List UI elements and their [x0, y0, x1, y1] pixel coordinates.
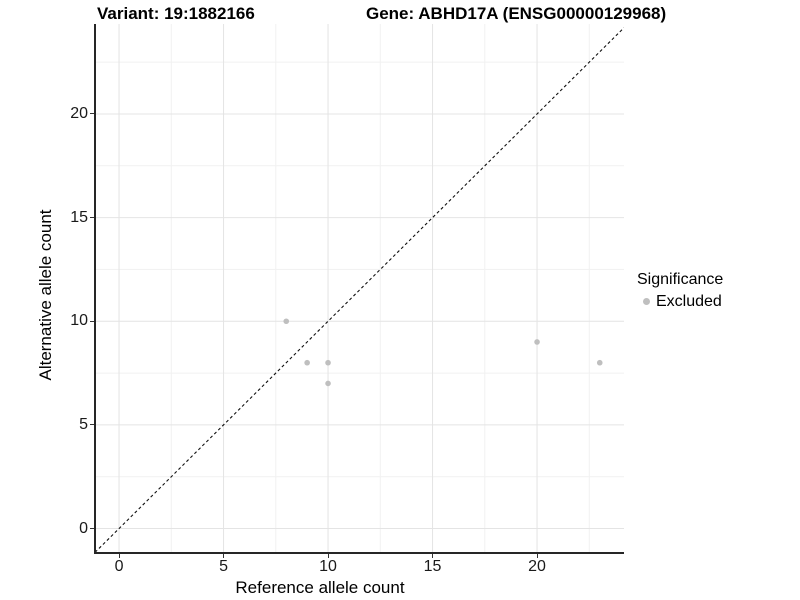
gene-title: Gene: ABHD17A (ENSG00000129968)	[366, 4, 667, 23]
excluded-point-icon	[643, 298, 650, 305]
x-tick-mark	[432, 554, 434, 558]
y-tick-mark	[90, 424, 94, 426]
identity-line	[95, 27, 624, 553]
scatter-plot-panel	[95, 24, 624, 553]
y-tick-label: 10	[70, 312, 88, 330]
data-point	[534, 339, 540, 345]
y-tick-mark	[90, 217, 94, 219]
y-tick-label: 15	[70, 208, 88, 226]
legend-item-label: Excluded	[656, 293, 722, 310]
y-tick-label: 5	[79, 415, 88, 433]
data-point	[283, 318, 290, 325]
x-axis-title: Reference allele count	[235, 578, 405, 597]
x-tick-label: 15	[423, 558, 442, 575]
legend-title: Significance	[637, 271, 724, 288]
x-tick-label: 10	[319, 558, 337, 575]
x-axis-line	[94, 552, 624, 554]
data-point	[304, 359, 310, 366]
x-tick-label: 5	[219, 558, 228, 575]
x-tick-mark	[223, 554, 225, 558]
legend: Significance Excluded	[637, 270, 797, 311]
y-tick-mark	[90, 320, 94, 322]
legend-item-excluded: Excluded	[637, 292, 797, 311]
y-tick-label: 0	[79, 519, 88, 537]
x-tick-mark	[327, 554, 329, 558]
x-tick-mark	[536, 554, 538, 558]
data-point	[596, 359, 603, 366]
scatter-plot-svg	[95, 24, 624, 553]
y-axis-line	[94, 24, 96, 554]
y-tick-mark	[90, 528, 94, 530]
y-axis-title: Alternative allele count	[36, 209, 55, 381]
x-tick-label: 0	[114, 558, 124, 575]
variant-title: Variant: 19:1882166	[97, 4, 255, 23]
y-tick-label: 20	[70, 104, 88, 122]
x-tick-mark	[118, 554, 120, 558]
x-tick-label: 20	[528, 558, 546, 575]
y-tick-mark	[90, 113, 94, 115]
data-point	[325, 359, 331, 366]
data-point	[325, 380, 331, 387]
